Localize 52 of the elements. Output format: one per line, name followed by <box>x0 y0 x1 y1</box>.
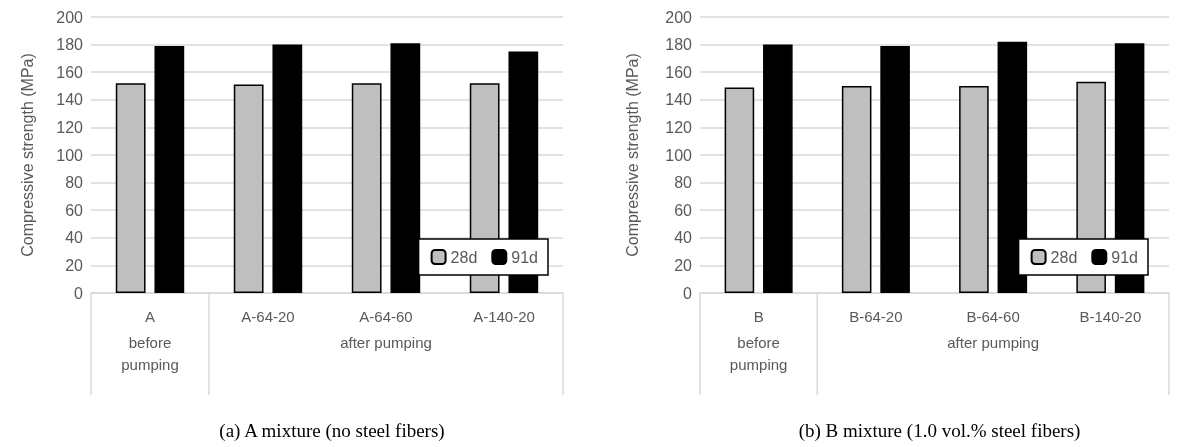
legend-label: 91d <box>1111 248 1139 266</box>
y-tick-label: 120 <box>665 118 693 136</box>
x-tick-label: B-64-20 <box>849 308 903 325</box>
x-tick-label: A <box>144 308 156 325</box>
y-tick-label: 140 <box>56 91 84 109</box>
bar <box>272 44 303 293</box>
x-tick-label: B-64-60 <box>966 308 1020 325</box>
y-tick-label: 20 <box>674 256 693 274</box>
bar <box>724 87 755 293</box>
text: (a) A mixture (no steel fibers) <box>219 420 445 442</box>
y-tick-label: 160 <box>665 63 693 81</box>
x-tick-label: A-140-20 <box>473 308 535 325</box>
x-tick-label: B <box>753 308 764 325</box>
y-tick-label: 80 <box>65 174 84 192</box>
y-tick-label: 0 <box>74 284 84 302</box>
bar <box>959 86 989 293</box>
y-tick-label: 140 <box>665 91 693 109</box>
y-tick-label: 200 <box>665 8 693 26</box>
y-tick-label: 100 <box>56 146 84 164</box>
text: after pumping <box>947 333 1039 351</box>
x-tick-label: B-140-20 <box>1079 308 1142 325</box>
text: before pumping <box>729 333 788 373</box>
text: (b) B mixture (1.0 vol.% steel fibers) <box>798 420 1081 442</box>
bar <box>351 83 382 293</box>
y-axis-title: Compressive strength (MPa) <box>623 53 641 257</box>
y-tick-label: 40 <box>65 229 84 247</box>
y-tick-label: 60 <box>674 201 693 219</box>
y-tick-label: 120 <box>56 118 84 136</box>
text: before pumping <box>121 333 179 373</box>
y-tick-label: 80 <box>674 174 693 192</box>
legend-label: 28d <box>450 248 478 266</box>
y-tick-label: 60 <box>65 201 84 219</box>
text: after pumping <box>340 333 432 351</box>
bar <box>154 45 185 293</box>
y-tick-label: 200 <box>56 8 84 26</box>
y-tick-label: 160 <box>56 63 84 81</box>
y-tick-label: 180 <box>665 36 693 54</box>
bar <box>115 83 146 293</box>
x-tick-label: A-64-20 <box>241 308 295 325</box>
bar <box>233 84 264 293</box>
bar <box>880 45 910 293</box>
y-tick-label: 180 <box>56 36 84 54</box>
bar <box>841 86 872 293</box>
y-axis-title: Compressive strength (MPa) <box>18 53 36 257</box>
bar <box>763 44 793 293</box>
y-tick-label: 40 <box>674 229 693 247</box>
y-tick-label: 100 <box>665 146 693 164</box>
x-tick-label: A-64-60 <box>359 308 413 325</box>
legend-label: 28d <box>1050 248 1078 266</box>
y-tick-label: 20 <box>65 256 84 274</box>
legend-label: 91d <box>511 248 539 266</box>
y-tick-label: 0 <box>683 284 693 302</box>
